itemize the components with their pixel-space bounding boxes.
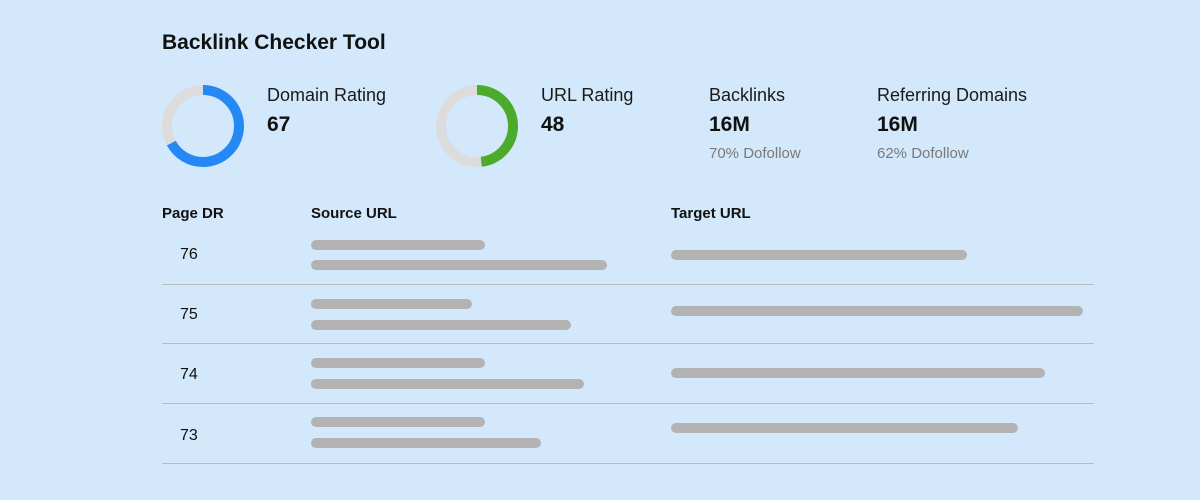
domain-rating-metric: Domain Rating 67 [267, 84, 386, 137]
domain-rating-value: 67 [267, 113, 291, 136]
source-url-placeholder [311, 358, 485, 368]
source-url-placeholder [311, 299, 472, 309]
page-title: Backlink Checker Tool [162, 31, 386, 54]
url-rating-value: 48 [541, 113, 565, 136]
page-dr-cell: 75 [180, 306, 198, 323]
url-rating-metric: URL Rating 48 [541, 84, 633, 137]
table-row[interactable]: 75 [162, 285, 1094, 344]
referring-domains-value: 16M [877, 113, 918, 136]
url-rating-label: URL Rating [541, 85, 634, 105]
table-header: Page DR Source URL Target URL [162, 205, 1094, 225]
backlinks-value: 16M [709, 113, 750, 136]
url-rating-ring [436, 85, 518, 167]
header-target-url: Target URL [671, 205, 751, 222]
table-row[interactable]: 76 [162, 225, 1094, 285]
source-url-placeholder [311, 417, 485, 427]
header-source-url: Source URL [311, 205, 397, 222]
referring-domains-label: Referring Domains [877, 85, 1028, 105]
backlinks-metric: Backlinks 16M 70% Dofollow [709, 84, 801, 163]
page-dr-cell: 73 [180, 427, 198, 444]
referring-domains-metric: Referring Domains 16M 62% Dofollow [877, 84, 1027, 163]
page-dr-cell: 76 [180, 246, 198, 263]
source-url-placeholder [311, 260, 607, 270]
domain-rating-label: Domain Rating [267, 85, 387, 105]
table-row[interactable]: 74 [162, 344, 1094, 404]
target-url-placeholder [671, 306, 1083, 316]
page-dr-cell: 74 [180, 366, 198, 383]
referring-domains-dofollow: 62% Dofollow [877, 145, 969, 162]
target-url-placeholder [671, 423, 1018, 433]
header-page-dr: Page DR [162, 205, 224, 222]
source-url-placeholder [311, 379, 584, 389]
source-url-placeholder [311, 240, 485, 250]
backlinks-dofollow: 70% Dofollow [709, 145, 801, 162]
target-url-placeholder [671, 368, 1045, 378]
domain-rating-ring [162, 85, 244, 167]
backlinks-label: Backlinks [709, 85, 786, 105]
target-url-placeholder [671, 250, 967, 260]
source-url-placeholder [311, 320, 571, 330]
domain-rating-ring-progress [162, 85, 244, 167]
backlinks-table: Page DR Source URL Target URL 76 75 74 7… [162, 205, 1094, 464]
source-url-placeholder [311, 438, 541, 448]
url-rating-ring-progress [436, 85, 518, 167]
table-row[interactable]: 73 [162, 404, 1094, 464]
